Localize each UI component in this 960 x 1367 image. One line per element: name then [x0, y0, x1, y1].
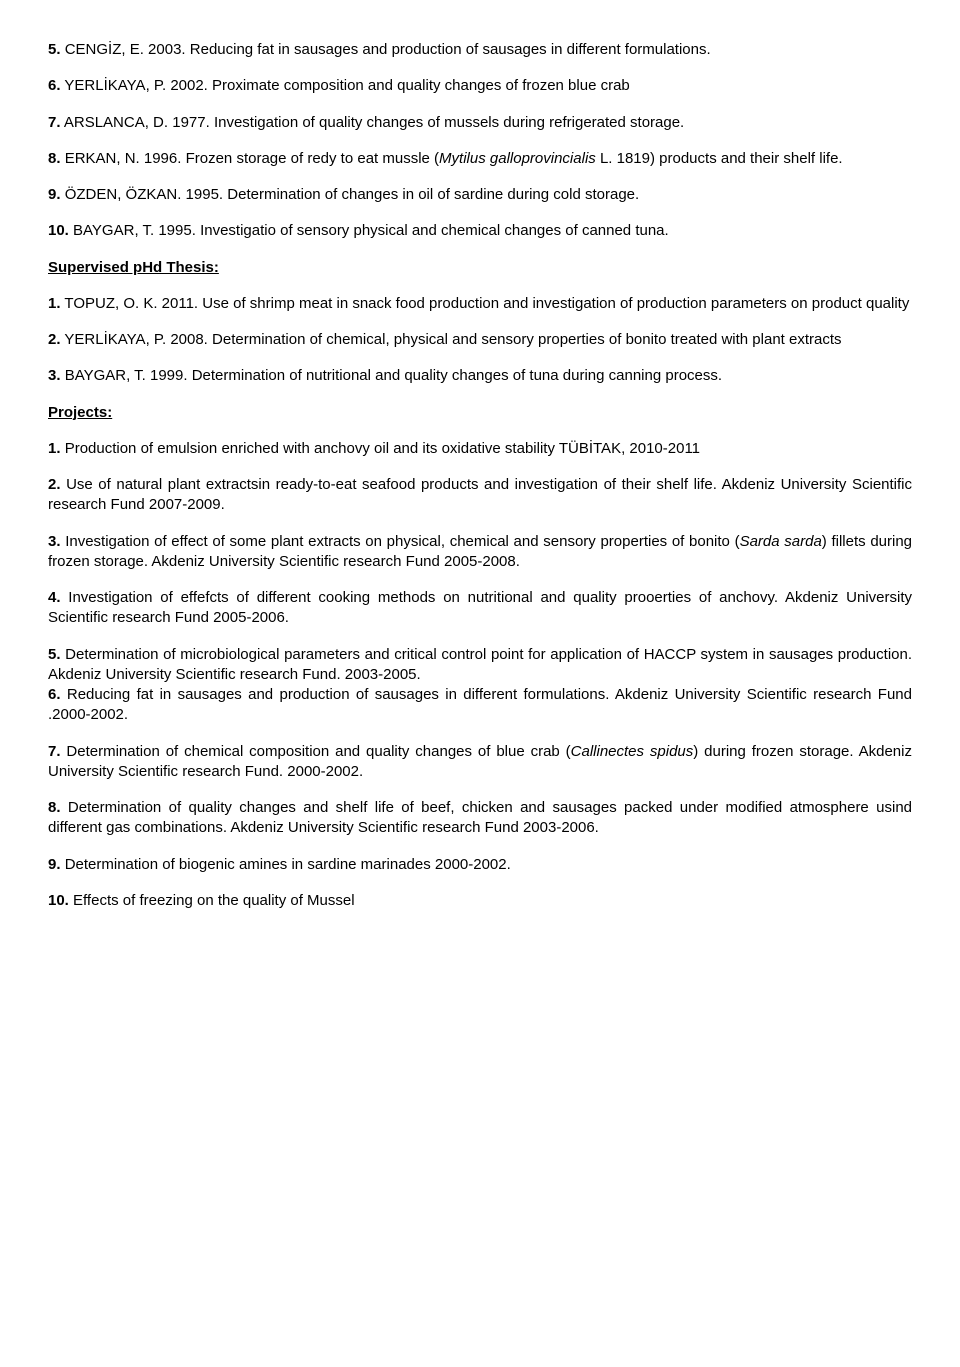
entry-title-pre: Frozen storage of redy to eat mussle ( — [186, 150, 439, 167]
entry-text: Determination of microbiological paramet… — [48, 646, 912, 683]
entry-author: BAYGAR, T. — [65, 367, 146, 384]
project-entry: 8. Determination of quality changes and … — [48, 798, 912, 839]
entry-num: 8. — [48, 150, 61, 167]
phd-entry: 1. TOPUZ, O. K. 2011. Use of shrimp meat… — [48, 294, 912, 314]
entry-year: 1977. — [172, 114, 210, 131]
phd-entry: 3. BAYGAR, T. 1999. Determination of nut… — [48, 366, 912, 386]
entry-num: 2. — [48, 331, 61, 348]
entry-num: 5. — [48, 41, 61, 58]
entry-num: 9. — [48, 186, 61, 203]
entry-title: Determination of nutritional and quality… — [192, 367, 722, 384]
entry-num: 10. — [48, 222, 69, 239]
entry-title: Determination of chemical, physical and … — [212, 331, 842, 348]
entry-year: 2003. — [148, 41, 186, 58]
project-entry: 1. Production of emulsion enriched with … — [48, 439, 912, 459]
entry-author: YERLİKAYA, P. — [64, 77, 166, 94]
project-entry: 6. Reducing fat in sausages and producti… — [48, 685, 912, 726]
entry-num: 1. — [48, 440, 61, 457]
entry-title: Use of shrimp meat in snack food product… — [202, 295, 909, 312]
entry-text-italic: Callinectes spidus — [571, 743, 694, 760]
entry-num: 10. — [48, 892, 69, 909]
entry-title: Determination of changes in oil of sardi… — [227, 186, 639, 203]
entry-text: Reducing fat in sausages and production … — [48, 686, 912, 723]
projects-heading: Projects: — [48, 403, 912, 423]
project-entry: 3. Investigation of effect of some plant… — [48, 532, 912, 573]
entry-num: 3. — [48, 533, 61, 550]
msc-entry: 10. BAYGAR, T. 1995. Investigatio of sen… — [48, 221, 912, 241]
entry-text: Effects of freezing on the quality of Mu… — [73, 892, 355, 909]
entry-text: Investigation of effefcts of different c… — [48, 589, 912, 626]
entry-num: 6. — [48, 77, 61, 94]
entry-author: ERKAN, N. — [65, 150, 140, 167]
entry-num: 1. — [48, 295, 61, 312]
entry-year: 2011. — [162, 295, 198, 312]
entry-text: Determination of biogenic amines in sard… — [65, 856, 511, 873]
entry-author: CENGİZ, E. — [65, 41, 144, 58]
msc-entry: 6. YERLİKAYA, P. 2002. Proximate composi… — [48, 76, 912, 96]
entry-title: Reducing fat in sausages and production … — [190, 41, 711, 58]
msc-entry: 8. ERKAN, N. 1996. Frozen storage of red… — [48, 149, 912, 169]
entry-text: Determination of quality changes and she… — [48, 799, 912, 836]
entry-num: 4. — [48, 589, 61, 606]
entry-author: BAYGAR, T. — [73, 222, 154, 239]
entry-title-post: L. 1819) products and their shelf life. — [596, 150, 843, 167]
project-entry: 7. Determination of chemical composition… — [48, 742, 912, 783]
entry-author: ARSLANCA, D. — [64, 114, 168, 131]
entry-title: Investigation of quality changes of muss… — [214, 114, 684, 131]
entry-year: 2002. — [170, 77, 208, 94]
entry-year: 1995. — [158, 222, 196, 239]
entry-title: Investigatio of sensory physical and che… — [200, 222, 669, 239]
entry-year: 2008. — [170, 331, 208, 348]
entry-title-italic: Mytilus galloprovincialis — [439, 150, 596, 167]
project-entry: 5. Determination of microbiological para… — [48, 645, 912, 686]
phd-entry: 2. YERLİKAYA, P. 2008. Determination of … — [48, 330, 912, 350]
entry-num: 9. — [48, 856, 61, 873]
project-entry: 2. Use of natural plant extractsin ready… — [48, 475, 912, 516]
msc-entry: 9. ÖZDEN, ÖZKAN. 1995. Determination of … — [48, 185, 912, 205]
entry-author: YERLİKAYA, P. — [64, 331, 166, 348]
entry-text: Production of emulsion enriched with anc… — [65, 440, 700, 457]
entry-num: 2. — [48, 476, 61, 493]
entry-title: Proximate composition and quality change… — [212, 77, 630, 94]
entry-num: 8. — [48, 799, 61, 816]
entry-num: 5. — [48, 646, 61, 663]
entry-year: 1996. — [144, 150, 182, 167]
entry-num: 3. — [48, 367, 61, 384]
entry-text: Use of natural plant extractsin ready-to… — [48, 476, 912, 513]
entry-text-pre: Determination of chemical composition an… — [66, 743, 570, 760]
entry-num: 7. — [48, 743, 61, 760]
entry-author: ÖZDEN, ÖZKAN. — [65, 186, 182, 203]
entry-author: TOPUZ, O. K. — [64, 295, 157, 312]
entry-text-pre: Investigation of effect of some plant ex… — [65, 533, 739, 550]
entry-num: 7. — [48, 114, 61, 131]
entry-year: 1999. — [150, 367, 188, 384]
project-entry: 9. Determination of biogenic amines in s… — [48, 855, 912, 875]
msc-entry: 5. CENGİZ, E. 2003. Reducing fat in saus… — [48, 40, 912, 60]
project-entry: 4. Investigation of effefcts of differen… — [48, 588, 912, 629]
entry-year: 1995. — [186, 186, 224, 203]
entry-text-italic: Sarda sarda — [740, 533, 822, 550]
msc-entry: 7. ARSLANCA, D. 1977. Investigation of q… — [48, 113, 912, 133]
phd-heading: Supervised pHd Thesis: — [48, 258, 912, 278]
entry-num: 6. — [48, 686, 61, 703]
project-entry: 10. Effects of freezing on the quality o… — [48, 891, 912, 911]
